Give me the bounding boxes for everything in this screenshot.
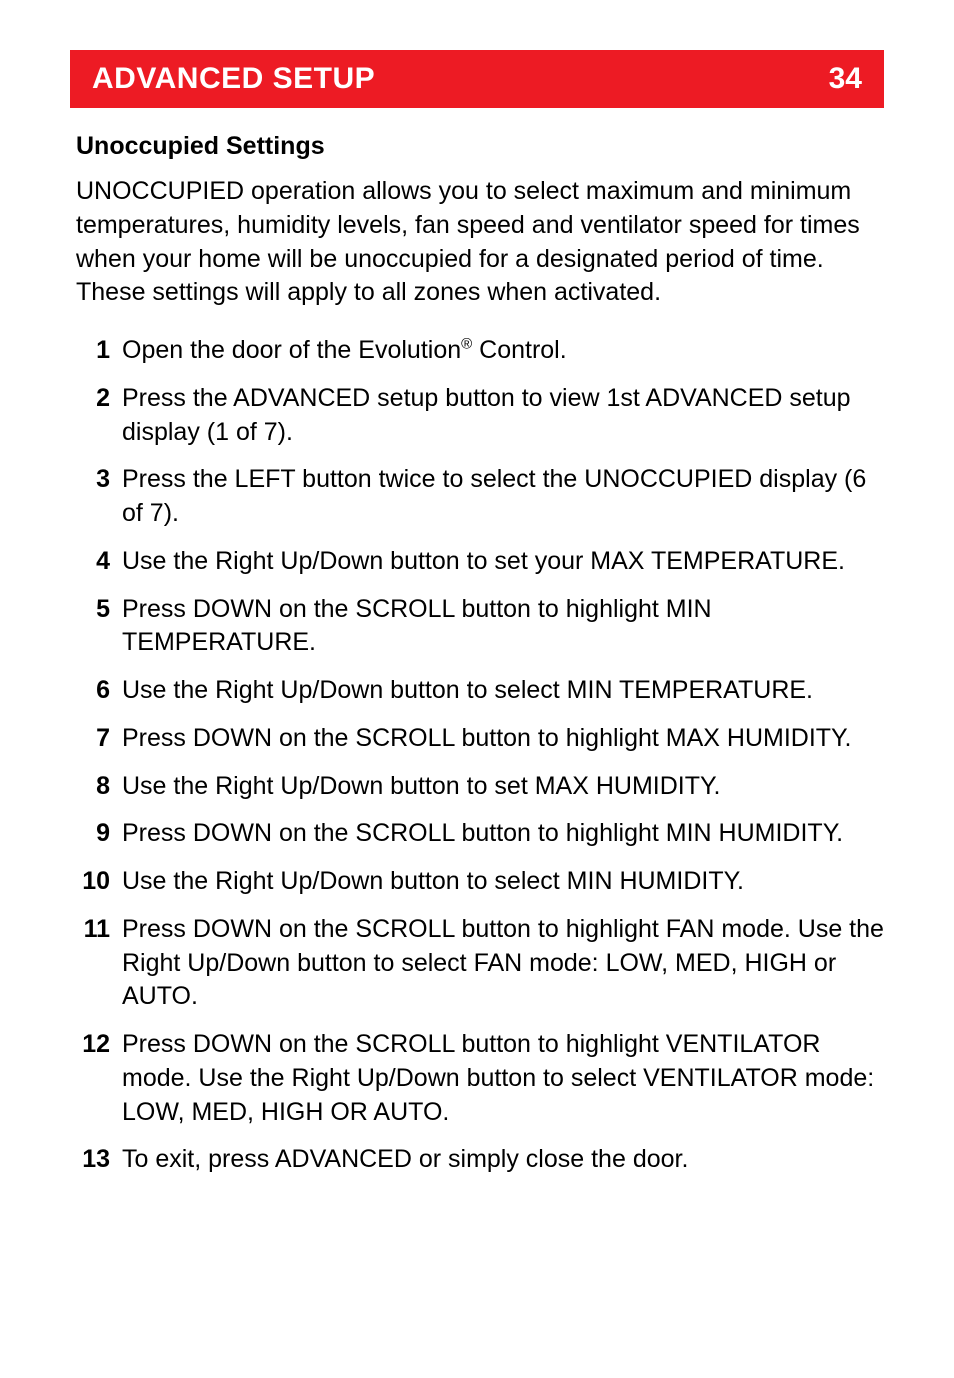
list-item: 1 Open the door of the Evolution® Contro… bbox=[76, 334, 884, 368]
step-number: 7 bbox=[76, 722, 122, 756]
list-item: 11 Press DOWN on the SCROLL button to hi… bbox=[76, 913, 884, 1014]
step-number: 6 bbox=[76, 674, 122, 708]
step-text: Use the Right Up/Down button to set MAX … bbox=[122, 770, 884, 804]
step-text: Open the door of the Evolution® Control. bbox=[122, 334, 884, 368]
step-list: 1 Open the door of the Evolution® Contro… bbox=[76, 334, 884, 1177]
step-text: Use the Right Up/Down button to select M… bbox=[122, 865, 884, 899]
step-text: Press DOWN on the SCROLL button to highl… bbox=[122, 913, 884, 1014]
header-title: ADVANCED SETUP bbox=[92, 62, 375, 96]
step-number: 8 bbox=[76, 770, 122, 804]
step-text: Use the Right Up/Down button to set your… bbox=[122, 545, 884, 579]
step-number: 3 bbox=[76, 463, 122, 531]
list-item: 6 Use the Right Up/Down button to select… bbox=[76, 674, 884, 708]
step-number: 5 bbox=[76, 593, 122, 661]
list-item: 5 Press DOWN on the SCROLL button to hig… bbox=[76, 593, 884, 661]
section-heading: Unoccupied Settings bbox=[76, 132, 884, 161]
list-item: 7 Press DOWN on the SCROLL button to hig… bbox=[76, 722, 884, 756]
step-text: Press DOWN on the SCROLL button to highl… bbox=[122, 817, 884, 851]
page-number: 34 bbox=[829, 62, 862, 96]
step-number: 12 bbox=[76, 1028, 122, 1129]
manual-page: ADVANCED SETUP 34 Unoccupied Settings UN… bbox=[0, 0, 954, 1378]
step-number: 10 bbox=[76, 865, 122, 899]
step-number: 2 bbox=[76, 382, 122, 450]
step-text: Press the ADVANCED setup button to view … bbox=[122, 382, 884, 450]
step-number: 11 bbox=[76, 913, 122, 1014]
step-number: 1 bbox=[76, 334, 122, 368]
list-item: 3 Press the LEFT button twice to select … bbox=[76, 463, 884, 531]
step-number: 9 bbox=[76, 817, 122, 851]
list-item: 8 Use the Right Up/Down button to set MA… bbox=[76, 770, 884, 804]
header-bar: ADVANCED SETUP 34 bbox=[70, 50, 884, 108]
list-item: 12 Press DOWN on the SCROLL button to hi… bbox=[76, 1028, 884, 1129]
step-text: To exit, press ADVANCED or simply close … bbox=[122, 1143, 884, 1177]
list-item: 2 Press the ADVANCED setup button to vie… bbox=[76, 382, 884, 450]
step-number: 4 bbox=[76, 545, 122, 579]
list-item: 13 To exit, press ADVANCED or simply clo… bbox=[76, 1143, 884, 1177]
step-text-pre: Open the door of the Evolution bbox=[122, 336, 461, 364]
registered-symbol: ® bbox=[461, 336, 472, 353]
list-item: 9 Press DOWN on the SCROLL button to hig… bbox=[76, 817, 884, 851]
step-text: Press DOWN on the SCROLL button to highl… bbox=[122, 722, 884, 756]
step-number: 13 bbox=[76, 1143, 122, 1177]
step-text-post: Control. bbox=[472, 336, 566, 364]
list-item: 10 Use the Right Up/Down button to selec… bbox=[76, 865, 884, 899]
step-text: Press DOWN on the SCROLL button to highl… bbox=[122, 1028, 884, 1129]
step-text: Press DOWN on the SCROLL button to highl… bbox=[122, 593, 884, 661]
list-item: 4 Use the Right Up/Down button to set yo… bbox=[76, 545, 884, 579]
step-text: Use the Right Up/Down button to select M… bbox=[122, 674, 884, 708]
step-text: Press the LEFT button twice to select th… bbox=[122, 463, 884, 531]
intro-paragraph: UNOCCUPIED operation allows you to selec… bbox=[76, 175, 878, 310]
